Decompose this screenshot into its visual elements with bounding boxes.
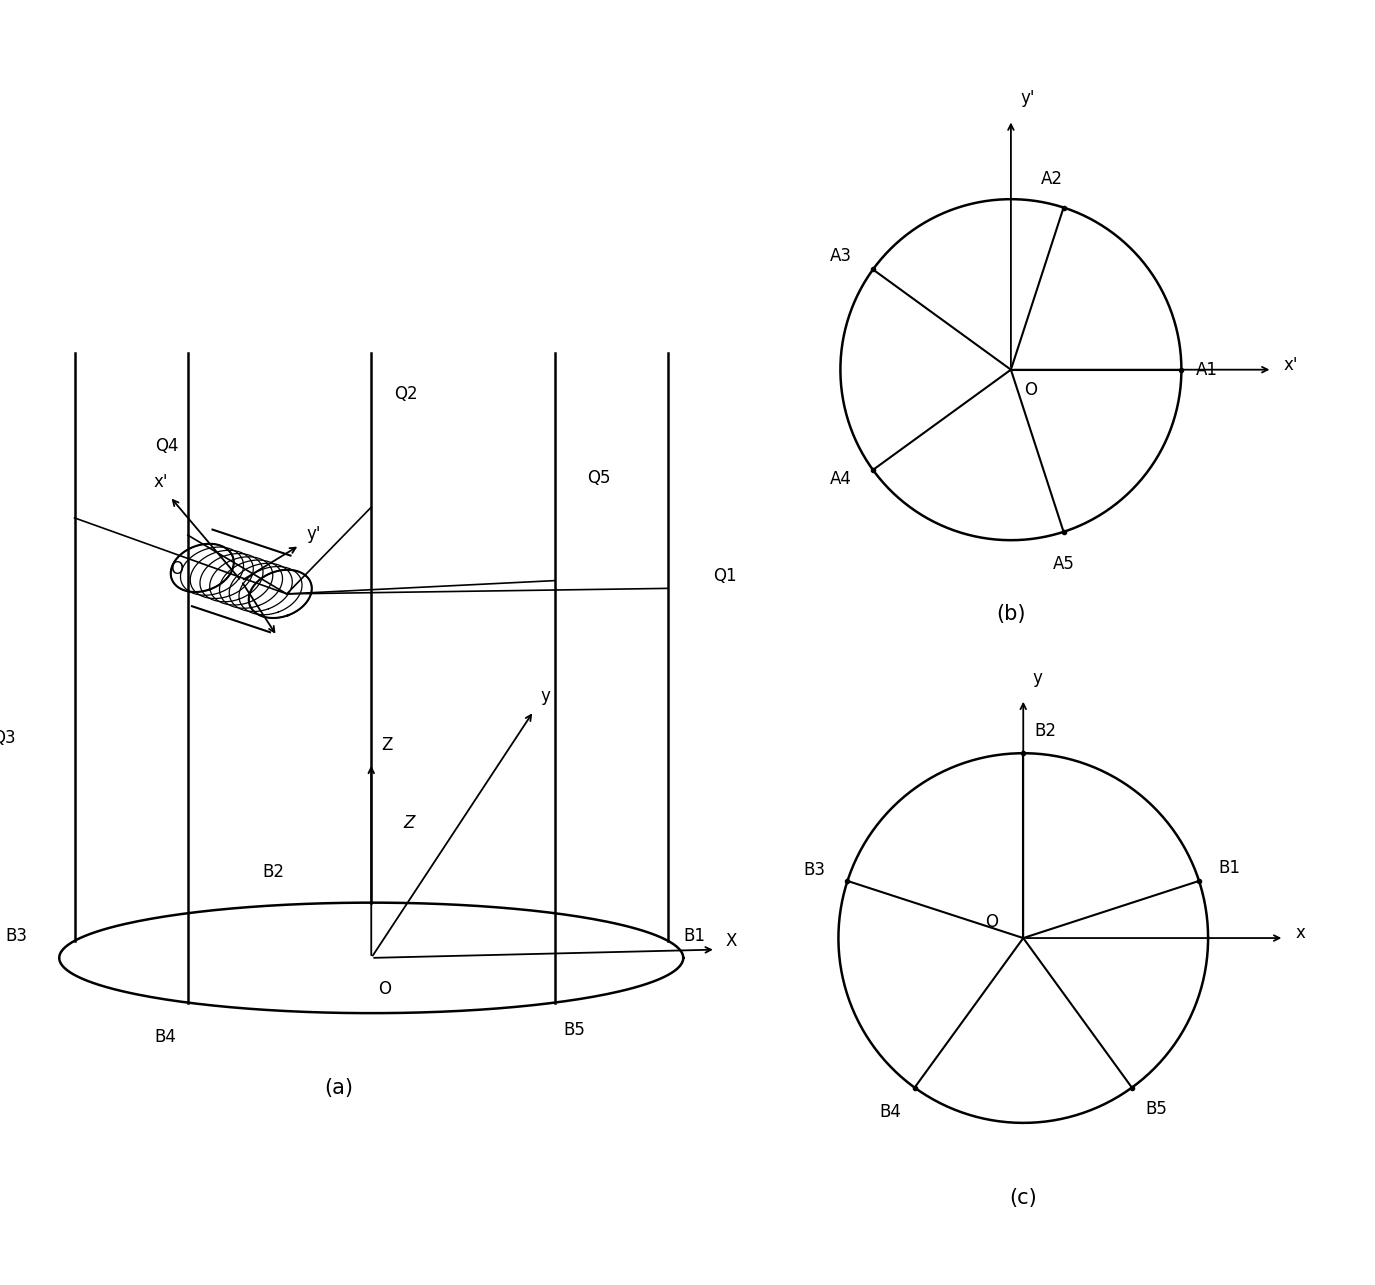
Text: B1: B1 (1218, 858, 1240, 876)
Text: Q2: Q2 (395, 386, 418, 403)
Text: A2: A2 (1041, 170, 1063, 188)
Text: B2: B2 (263, 862, 285, 880)
Text: A1: A1 (1195, 361, 1217, 379)
Text: (c): (c) (1009, 1189, 1037, 1208)
Text: X: X (726, 933, 737, 951)
Text: A5: A5 (1053, 555, 1074, 573)
Text: y: y (1033, 668, 1042, 686)
Text: Z: Z (381, 736, 392, 754)
Text: x: x (1295, 924, 1305, 942)
Text: O: O (986, 914, 998, 932)
Text: A3: A3 (830, 247, 852, 265)
Text: B5: B5 (1145, 1100, 1167, 1118)
Text: B4: B4 (154, 1028, 176, 1046)
Text: B2: B2 (1034, 722, 1056, 740)
Text: Q5: Q5 (587, 469, 610, 487)
Text: Q4: Q4 (155, 437, 179, 455)
Text: Z: Z (404, 813, 415, 831)
Text: Q1: Q1 (714, 567, 737, 585)
Text: O: O (169, 560, 183, 578)
Text: B4: B4 (880, 1103, 902, 1121)
Text: B3: B3 (6, 926, 28, 944)
Text: B1: B1 (683, 926, 705, 944)
Text: y': y' (1020, 89, 1034, 107)
Text: (a): (a) (324, 1078, 353, 1099)
Text: Q3: Q3 (0, 730, 16, 748)
Text: A4: A4 (830, 470, 852, 488)
Text: x': x' (154, 473, 168, 491)
Text: B5: B5 (564, 1022, 586, 1040)
Text: O: O (1024, 380, 1038, 398)
Text: (b): (b) (996, 604, 1026, 623)
Text: O: O (378, 979, 390, 997)
Text: y': y' (307, 524, 320, 542)
Text: x': x' (1284, 356, 1298, 374)
Text: y: y (540, 687, 550, 705)
Text: B3: B3 (804, 861, 826, 879)
